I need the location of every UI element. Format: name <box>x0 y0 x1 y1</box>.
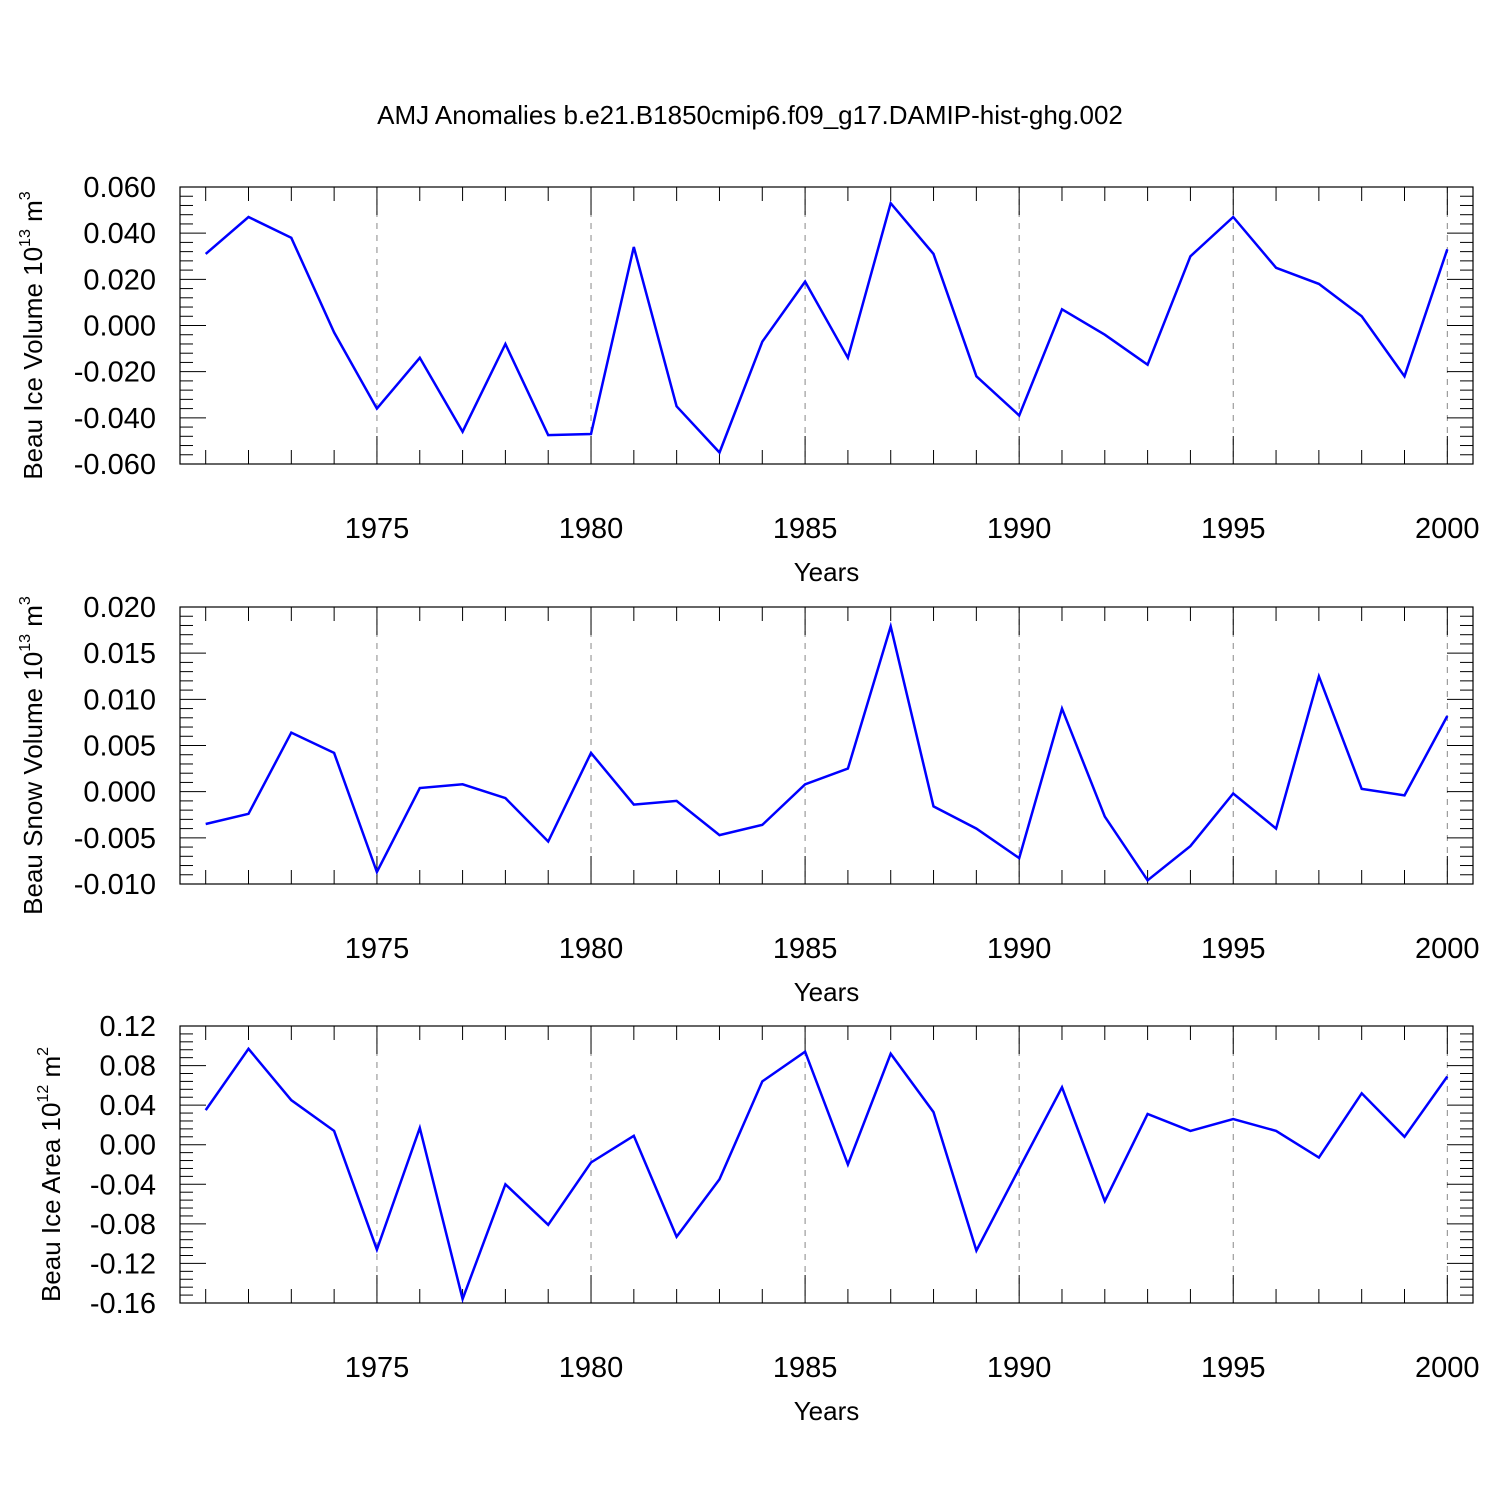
y-tick-label: 0.040 <box>83 218 156 250</box>
chart-panel-2: 0.020 0.015 0.010 0.005 0.000 -0.005 -0.010 197… <box>17 592 1480 1007</box>
plot-frame <box>179 1025 1474 1304</box>
series-line <box>204 200 1449 455</box>
x-tick-label: 1985 <box>773 1352 838 1384</box>
chart-panel-1: 0.060 0.040 0.020 0.000 -0.020 -0.040 -0.060 19… <box>17 172 1480 587</box>
y-tick-label: -0.12 <box>90 1248 156 1280</box>
x-tick-label: 1990 <box>987 513 1052 545</box>
y-tick-label: 0.020 <box>83 592 156 624</box>
x-tick-label: 2000 <box>1415 1352 1480 1384</box>
x-tick-label: 1980 <box>559 1352 624 1384</box>
x-tick-label: 1975 <box>345 1352 410 1384</box>
x-tick-label: 1995 <box>1201 933 1266 965</box>
x-tick-label: 1975 <box>345 513 410 545</box>
x-tick-label: 1990 <box>987 933 1052 965</box>
y-axis-label-main: Beau Ice Area 10 <box>36 1103 66 1302</box>
y-tick-label: -0.040 <box>74 403 156 435</box>
y-tick-label: 0.005 <box>83 731 156 763</box>
x-tick-label: 1980 <box>559 513 624 545</box>
chart-panel-3: 0.12 0.08 0.04 0.00 -0.04 -0.08 -0.12 -0.16 1975… <box>35 1011 1480 1426</box>
y-tick-label: 0.020 <box>83 264 156 296</box>
y-axis-label: Beau Ice Volume 1013 m3 <box>17 191 48 479</box>
y-tick-label: 0.060 <box>83 172 156 204</box>
x-tick-label: 1975 <box>345 933 410 965</box>
series-line <box>204 1046 1449 1304</box>
y-tick-label: 0.000 <box>83 311 156 343</box>
y-tick-label: -0.005 <box>74 823 156 855</box>
y-axis-label-unit: m <box>36 1056 66 1085</box>
y-axis-label-unit: m <box>18 200 48 229</box>
series-line <box>205 621 1449 883</box>
y-tick-label: -0.16 <box>90 1288 156 1320</box>
y-tick-label: -0.04 <box>90 1169 156 1201</box>
y-axis-label: Beau Snow Volume 1013 m3 <box>17 596 48 915</box>
y-tick-label: -0.08 <box>90 1209 156 1241</box>
x-tick-label: 1980 <box>559 933 624 965</box>
y-axis-label-main: Beau Ice Volume 10 <box>18 247 48 480</box>
y-axis-label-unit-exp: 3 <box>17 596 34 605</box>
y-axis-label-exp: 13 <box>17 229 34 247</box>
x-tick-label: 2000 <box>1415 933 1480 965</box>
plot-frame <box>179 186 1474 465</box>
y-tick-label: 0.010 <box>83 684 156 716</box>
x-tick-label: 1990 <box>987 1352 1052 1384</box>
x-tick-label: 1995 <box>1201 1352 1266 1384</box>
y-axis-label-unit-exp: 3 <box>17 191 34 200</box>
y-axis-label-exp: 13 <box>17 634 34 652</box>
y-axis-label-main: Beau Snow Volume 10 <box>18 652 48 915</box>
y-axis-label-unit-exp: 2 <box>35 1047 52 1056</box>
x-axis-label: Years <box>794 977 860 1007</box>
y-tick-label: -0.060 <box>74 449 156 481</box>
y-tick-label: 0.04 <box>100 1090 156 1122</box>
y-axis-label-exp: 12 <box>35 1085 52 1103</box>
x-tick-label: 1985 <box>773 933 838 965</box>
x-axis-label: Years <box>794 1396 860 1426</box>
y-tick-label: 0.000 <box>83 777 156 809</box>
plot-frame <box>179 606 1474 885</box>
x-tick-label: 2000 <box>1415 513 1480 545</box>
x-tick-label: 1985 <box>773 513 838 545</box>
y-tick-label: 0.00 <box>100 1130 156 1162</box>
y-tick-label: 0.08 <box>100 1051 156 1083</box>
y-tick-label: 0.12 <box>100 1011 156 1043</box>
x-axis-label: Years <box>794 557 860 587</box>
y-axis-label: Beau Ice Area 1012 m2 <box>35 1047 66 1302</box>
x-tick-label: 1995 <box>1201 513 1266 545</box>
chart-title: AMJ Anomalies b.e21.B1850cmip6.f09_g17.D… <box>377 100 1123 130</box>
y-tick-label: 0.015 <box>83 638 156 670</box>
y-tick-label: -0.010 <box>74 869 156 901</box>
y-tick-label: -0.020 <box>74 357 156 389</box>
y-axis-label-unit: m <box>18 605 48 634</box>
